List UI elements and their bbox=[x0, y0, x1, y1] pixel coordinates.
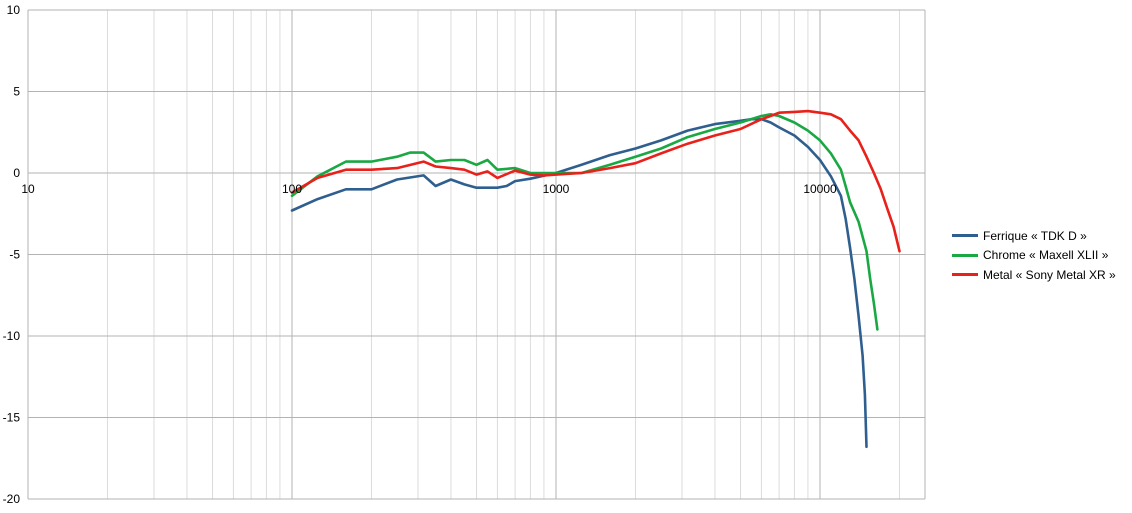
major-gridlines bbox=[27, 9, 926, 500]
legend-item-series-0: Ferrique « TDK D » bbox=[952, 226, 1130, 246]
series-line-0 bbox=[290, 117, 868, 449]
legend-swatch bbox=[952, 234, 978, 238]
x-tick-label: 10000 bbox=[803, 182, 837, 196]
y-tick-label: -20 bbox=[3, 492, 21, 506]
legend-label: Metal « Sony Metal XR » bbox=[983, 267, 1116, 282]
y-tick-label: -10 bbox=[3, 329, 21, 343]
legend-item-series-1: Chrome « Maxell XLII » bbox=[952, 246, 1130, 266]
x-tick-label: 10 bbox=[21, 182, 35, 196]
x-tick-label: 1000 bbox=[543, 182, 570, 196]
y-axis-tick-labels: 10 5 0 -5 -10 -15 -20 bbox=[3, 3, 21, 506]
legend-label: Ferrique « TDK D » bbox=[983, 228, 1087, 243]
series-line-2 bbox=[290, 109, 901, 253]
y-tick-label: 10 bbox=[7, 3, 21, 17]
x-tick-label: 100 bbox=[282, 182, 302, 196]
legend: Ferrique « TDK D » Chrome « Maxell XLII … bbox=[952, 226, 1130, 285]
y-tick-label: -5 bbox=[9, 248, 20, 262]
y-tick-label: 5 bbox=[13, 85, 20, 99]
legend-label: Chrome « Maxell XLII » bbox=[983, 248, 1109, 263]
x-axis-tick-labels: 10 100 1000 10000 bbox=[21, 182, 837, 196]
series-lines bbox=[290, 109, 901, 449]
legend-swatch bbox=[952, 253, 978, 257]
y-tick-label: 0 bbox=[13, 166, 20, 180]
y-tick-label: -15 bbox=[3, 411, 21, 425]
legend-swatch bbox=[952, 273, 978, 277]
series-line-1 bbox=[290, 113, 879, 331]
legend-item-series-2: Metal « Sony Metal XR » bbox=[952, 265, 1130, 285]
